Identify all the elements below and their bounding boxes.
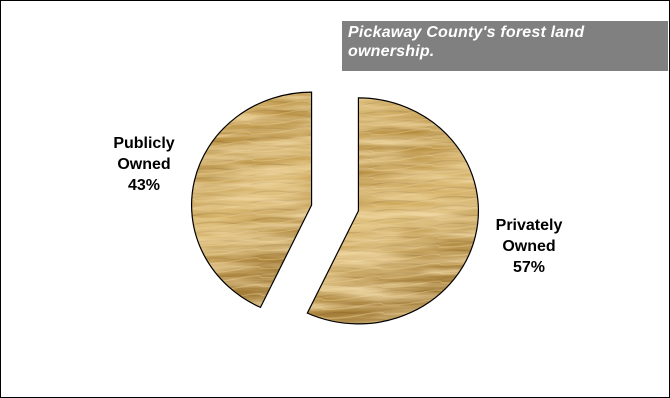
slice-label-publicly-owned: Publicly Owned 43%	[89, 133, 199, 196]
slice-label-privately-owned: Privately Owned 57%	[469, 215, 589, 278]
slice-label-private-percent: 57%	[512, 259, 546, 276]
chart-title: Pickaway County's forest land ownership.	[342, 21, 668, 71]
pie-slice-publicly-owned	[190, 91, 313, 309]
slice-label-private-line2: Owned	[502, 238, 556, 255]
slice-label-private-line1: Privately	[495, 217, 563, 234]
slice-label-public-line2: Owned	[117, 156, 171, 173]
pie-slice-privately-owned	[306, 97, 480, 325]
slice-label-public-percent: 43%	[127, 177, 161, 194]
slice-label-public-line1: Publicly	[113, 135, 175, 152]
